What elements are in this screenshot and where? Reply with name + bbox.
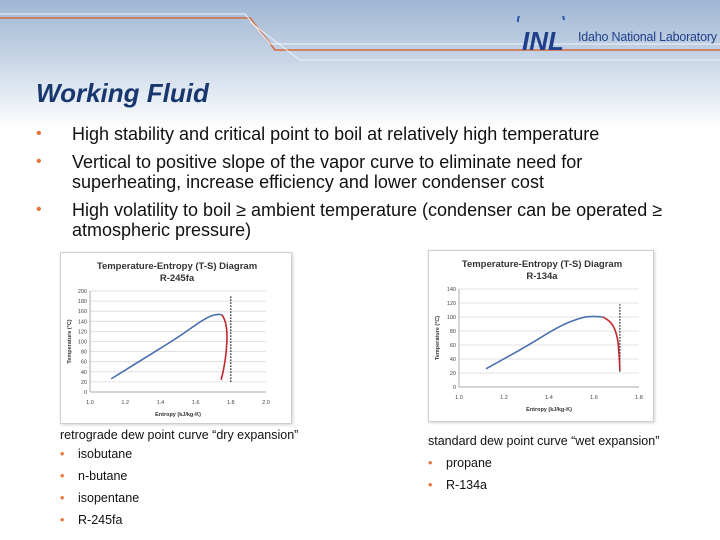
y-axis-label: Temperature (°C) [67,319,73,363]
bullet-text: Vertical to positive slope of the vapor … [72,152,583,192]
list-item-text: R-245fa [78,513,123,527]
y-tick-label: 200 [78,289,87,295]
bullet-item: • High volatility to boil ≥ ambient tempe… [36,200,696,240]
x-tick-label: 1.6 [590,395,598,401]
x-tick-label: 2.0 [262,400,270,406]
bullet-dot-icon: • [36,201,42,218]
x-tick-label: 1.2 [500,395,508,401]
header-band [0,0,720,130]
wet-expansion-caption: standard dew point curve “wet expansion” [428,434,660,448]
x-tick-label: 1.4 [545,395,553,401]
list-item: • propane [428,456,492,478]
y-tick-label: 20 [81,380,87,386]
bullet-dot-icon: • [60,469,65,483]
y-tick-label: 120 [447,301,456,307]
y-tick-label: 180 [78,299,87,305]
chart-r245fa-svg: Temperature-Entropy (T-S) DiagramR-245fa… [67,261,270,418]
chart-title: Temperature-Entropy (T-S) Diagram [97,261,257,272]
y-tick-label: 80 [81,350,87,356]
list-item-text: isobutane [78,447,133,461]
y-axis-label: Temperature (°C) [435,316,441,360]
y-tick-label: 120 [78,329,87,335]
chart-subtitle: R-134a [526,271,558,282]
slide-title: Working Fluid [36,78,209,108]
bullet-item: • High stability and critical point to bo… [36,124,696,144]
list-item: • R-245fa [60,513,139,535]
y-tick-label: 40 [450,357,456,363]
inl-logo: INL Idaho National Laboratory [514,16,717,56]
series-line-vapor [602,316,621,371]
dry-expansion-caption: retrograde dew point curve “dry expansio… [60,428,299,442]
y-tick-label: 0 [84,390,87,396]
list-item-text: R-134a [446,478,487,492]
y-tick-label: 140 [78,319,87,325]
list-item-text: n-butane [78,469,128,483]
series-line-liquid [110,313,223,380]
y-tick-label: 140 [447,287,456,293]
x-tick-label: 1.2 [121,400,129,406]
bullet-text: High stability and critical point to boi… [72,124,600,144]
y-tick-label: 40 [81,370,87,376]
y-tick-label: 60 [450,343,456,349]
x-axis-label: Entropy (kJ/kg-K) [526,407,572,413]
x-tick-label: 1.8 [635,395,643,401]
list-item-text: propane [446,456,492,470]
bullet-dot-icon: • [60,513,65,527]
y-tick-label: 160 [78,309,87,315]
bullet-item: • Vertical to positive slope of the vapor… [36,152,696,192]
list-item: • R-134a [428,478,492,500]
chart-r245fa: Temperature-Entropy (T-S) Diagram R-245fa… [60,252,292,424]
y-tick-label: 60 [81,360,87,366]
x-tick-label: 1.8 [227,400,235,406]
bullet-text: High volatility to boil ≥ ambient temper… [72,200,663,240]
x-tick-label: 1.4 [157,400,165,406]
chart-r134a: Temperature-Entropy (T-S) Diagram R-134a 0… [428,250,654,422]
series-line-vapor [220,314,228,381]
list-item: • n-butane [60,469,139,491]
chart-title: Temperature-Entropy (T-S) Diagram [462,259,622,270]
y-tick-label: 100 [78,340,87,346]
list-item: • isobutane [60,447,139,469]
dry-fluid-list: • isobutane • n-butane • isopentane • R-245f… [60,447,139,535]
x-tick-label: 1.0 [455,395,463,401]
y-tick-label: 80 [450,329,456,335]
list-item: • isopentane [60,491,139,513]
inl-logo-mark: INL [516,16,565,56]
bullet-dot-icon: • [428,456,433,470]
bullet-dot-icon: • [60,491,65,505]
bullet-dot-icon: • [428,478,433,492]
header-swoosh [0,13,720,61]
x-tick-label: 1.0 [86,400,94,406]
chart-subtitle: R-245fa [160,273,195,284]
main-bullets: • High stability and critical point to bo… [36,124,696,248]
bullet-dot-icon: • [60,447,65,461]
bullet-dot-icon: • [36,153,42,170]
list-item-text: isopentane [78,491,140,505]
x-axis-label: Entropy (kJ/kg-K) [155,412,201,418]
series-line-liquid [485,315,604,370]
x-tick-label: 1.6 [192,400,200,406]
bullet-dot-icon: • [36,125,42,142]
y-tick-label: 100 [447,315,456,321]
logo-text: Idaho National Laboratory [578,30,717,44]
y-tick-label: 0 [453,385,456,391]
wet-fluid-list: • propane • R-134a [428,456,492,500]
y-tick-label: 20 [450,371,456,377]
logo-mark-text: INL [522,26,564,56]
